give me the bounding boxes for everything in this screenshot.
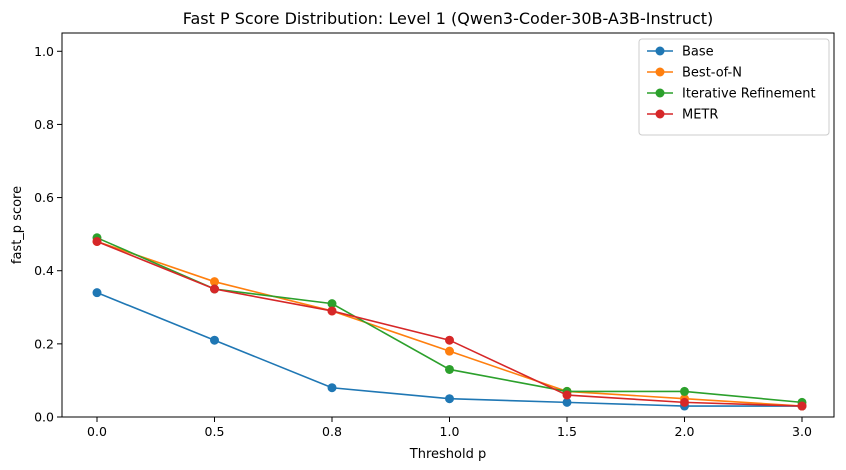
y-tick-label: 0.2 [34,336,54,351]
data-point-metr [562,390,572,400]
legend: Base Best-of-N Iterative Refinement METR [638,38,830,136]
y-tick-label: 1.0 [34,44,54,59]
data-point-iterative-refinement [327,299,337,309]
plot-frame [61,32,835,418]
data-point-base [327,383,337,393]
data-point-best-of-n [445,346,454,356]
x-tick-label: 1.0 [440,424,460,439]
x-tick-label: 0.8 [322,424,342,439]
plot-marks [92,233,807,411]
x-axis-label: Threshold p [409,447,486,462]
legend-marker-best-of-n [655,67,665,77]
series-line-iterative-refinement [96,237,803,404]
data-point-metr [797,401,807,411]
legend-label-metr: METR [682,108,718,123]
data-point-base [92,288,102,298]
legend-marker-base [655,46,665,56]
data-point-best-of-n [210,277,219,287]
series-line-best-of-n [96,240,803,407]
data-point-base [210,335,219,345]
series-line-metr [96,240,803,407]
x-tick-label: 0.5 [205,424,225,439]
legend-marker-iterative-refinement [655,88,665,98]
legend-label-best-of-n: Best-of-N [682,66,742,81]
x-tick-label: 2.0 [675,424,695,439]
y-axis-label: fast_p score [10,186,25,264]
x-axis: 0.0 0.5 0.8 1.0 1.5 2.0 3.0 [87,417,812,439]
x-tick-label: 3.0 [792,424,812,439]
x-tick-label: 1.5 [557,424,577,439]
data-point-iterative-refinement [445,364,454,374]
data-point-base [562,397,572,407]
legend-label-base: Base [682,45,714,60]
y-axis: 0.0 0.2 0.4 0.6 0.8 1.0 [34,44,62,425]
y-tick-label: 0.6 [34,190,54,205]
x-tick-label: 0.0 [87,424,107,439]
data-point-metr [210,284,219,294]
data-point-metr [92,236,102,246]
data-point-metr [445,335,454,345]
data-point-metr [327,306,337,316]
legend-box [638,38,830,136]
data-point-iterative-refinement [680,386,689,396]
y-tick-label: 0.8 [34,117,54,132]
data-point-metr [680,397,689,407]
legend-label-iterative-refinement: Iterative Refinement [682,87,816,102]
chart-title: Fast P Score Distribution: Level 1 (Qwen… [183,9,714,28]
data-point-base [445,394,454,404]
y-tick-label: 0.0 [34,410,54,425]
y-tick-label: 0.4 [34,263,54,278]
legend-marker-metr [655,109,665,119]
